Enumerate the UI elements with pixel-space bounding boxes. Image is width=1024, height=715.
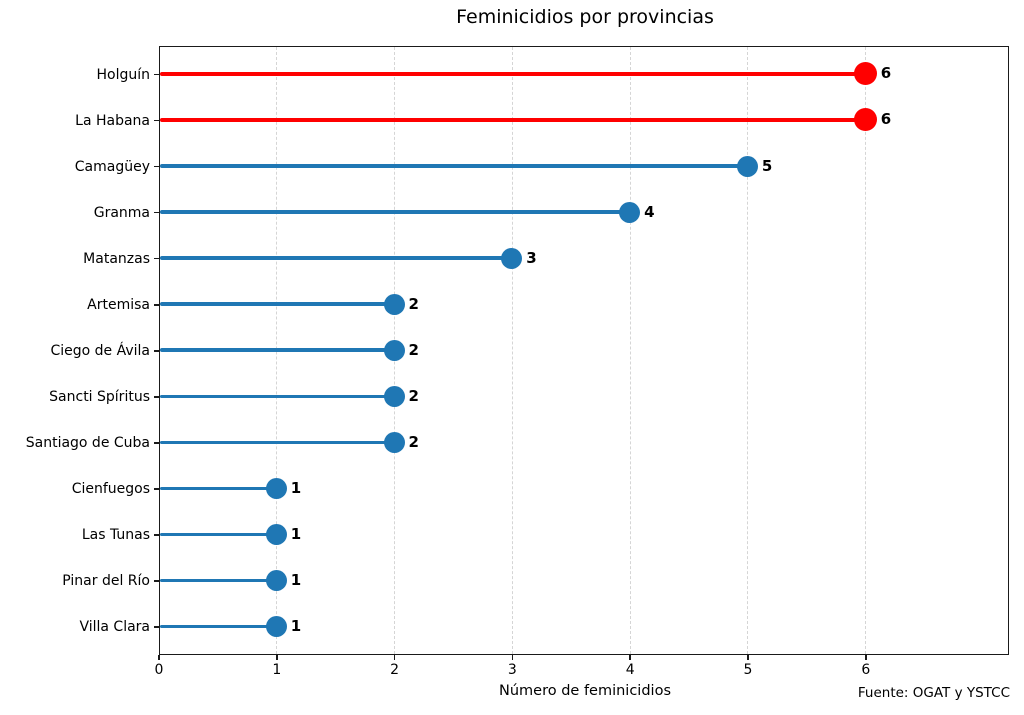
- y-axis-tick: [154, 304, 159, 306]
- x-axis-label: Número de feminicidios: [499, 683, 671, 699]
- value-label: 2: [408, 340, 419, 359]
- x-axis-tick: [276, 655, 278, 660]
- chart-title: Feminicidios por provincias: [456, 6, 714, 28]
- y-axis-category-label: Holguín: [96, 66, 150, 83]
- data-point-dot: [853, 62, 877, 86]
- x-axis-tick-label: 5: [743, 662, 753, 678]
- data-point-dot: [736, 155, 758, 177]
- x-axis-tick-label: 4: [625, 662, 635, 678]
- value-label: 2: [408, 294, 419, 313]
- plot-area: 6 6 5 4 3 2 2 2 2 1 1 1 1: [159, 46, 1009, 655]
- y-axis-tick: [154, 396, 159, 398]
- x-axis-tick: [158, 655, 160, 660]
- value-label: 1: [290, 478, 302, 497]
- data-point-dot: [501, 247, 523, 269]
- value-label: 2: [408, 386, 419, 405]
- data-point-dot: [383, 431, 405, 453]
- stem: [160, 348, 396, 353]
- data-point-dot: [383, 339, 405, 361]
- y-axis-category-label: Ciego de Ávila: [50, 342, 150, 359]
- value-label: 1: [290, 617, 302, 636]
- y-axis-tick: [154, 211, 159, 214]
- value-label: 6: [880, 110, 892, 129]
- data-point-dot: [265, 524, 287, 545]
- data-point-dot: [265, 477, 287, 499]
- y-axis-tick: [154, 580, 159, 582]
- value-label: 4: [644, 202, 655, 221]
- stem: [160, 256, 514, 260]
- y-axis-category-label: Sancti Spíritus: [49, 388, 150, 405]
- x-axis-tick: [629, 655, 631, 660]
- stem: [160, 532, 278, 537]
- stem: [160, 440, 396, 445]
- y-axis-category-label: Pinar del Río: [62, 573, 150, 590]
- x-axis-tick-label: 0: [154, 662, 164, 678]
- x-axis-tick: [747, 655, 749, 660]
- y-axis-category-label: La Habana: [75, 112, 150, 129]
- gridline-x3: [511, 47, 513, 654]
- y-axis-category-label: Artemisa: [87, 296, 150, 313]
- x-axis-tick-label: 1: [272, 662, 282, 678]
- value-label: 6: [880, 64, 892, 83]
- y-axis-category-label: Granma: [93, 204, 150, 221]
- data-point-dot: [383, 293, 405, 315]
- y-axis-tick: [154, 119, 159, 122]
- x-axis-tick: [393, 655, 396, 660]
- y-axis-tick: [154, 442, 159, 444]
- stem: [160, 164, 749, 168]
- value-label: 3: [526, 248, 537, 267]
- y-axis-category-label: Villa Clara: [79, 619, 150, 636]
- data-point-dot: [383, 385, 405, 407]
- stem: [160, 118, 867, 122]
- stem: [160, 624, 278, 629]
- y-axis-tick: [154, 534, 159, 536]
- value-label: 1: [290, 571, 302, 590]
- y-axis-tick: [154, 165, 159, 168]
- stem: [160, 578, 278, 583]
- gridline-x6: [865, 47, 867, 654]
- y-axis-tick: [154, 257, 159, 260]
- data-point-dot: [265, 616, 287, 638]
- y-axis-category-label: Las Tunas: [81, 527, 150, 544]
- gridline-x5: [747, 47, 749, 654]
- value-label: 5: [761, 156, 773, 175]
- stem: [160, 394, 396, 399]
- data-point-dot: [265, 570, 287, 592]
- value-label: 2: [408, 432, 419, 451]
- x-axis-tick: [511, 655, 514, 660]
- y-axis-category-label: Santiago de Cuba: [25, 434, 150, 451]
- y-axis-tick: [154, 73, 159, 76]
- stem: [160, 486, 278, 491]
- x-axis-tick: [865, 655, 867, 660]
- x-axis-tick-label: 2: [390, 662, 400, 678]
- value-label: 1: [290, 525, 302, 543]
- y-axis-tick: [154, 350, 159, 352]
- gridline-x4: [629, 47, 631, 654]
- y-axis-tick: [154, 488, 159, 490]
- data-point-dot: [619, 201, 641, 223]
- stem: [160, 302, 396, 306]
- x-axis-tick-label: 6: [861, 662, 871, 678]
- data-point-dot: [853, 108, 877, 132]
- y-axis-category-label: Camagüey: [74, 158, 150, 175]
- y-axis-category-label: Matanzas: [83, 250, 150, 267]
- source-note: Fuente: OGAT y YSTCC: [857, 685, 1010, 701]
- x-axis-tick-label: 3: [507, 662, 517, 678]
- y-axis-tick: [154, 626, 159, 628]
- stem: [160, 210, 632, 214]
- y-axis-category-label: Cienfuegos: [71, 481, 150, 498]
- stem: [160, 72, 867, 76]
